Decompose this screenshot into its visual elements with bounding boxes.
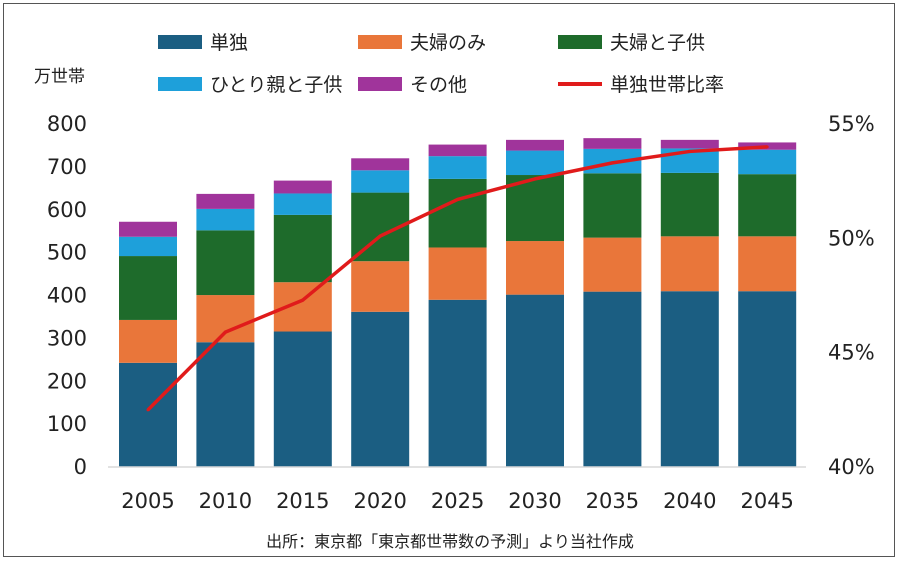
bar-segment-3-2020 [351,170,410,193]
left-tick-label: 200 [47,369,87,393]
bar-segment-0-2030 [506,294,564,467]
bar-segment-2-2025 [428,178,487,248]
bar-segment-1-2040 [660,236,719,292]
bar-segment-1-2045 [738,236,797,292]
legend-label: 単独 [210,32,248,54]
bar-segment-0-2020 [351,311,410,467]
bar-segment-4-2040 [660,139,719,149]
bar-segment-2-2035 [583,173,642,238]
x-tick-label: 2010 [199,489,252,513]
bar-segment-4-2035 [583,138,642,149]
left-tick-label: 0 [74,455,87,479]
bar-segment-4-2010 [196,193,255,209]
source-note: 出所：東京都「東京都世帯数の予測」より当社作成 [266,532,634,551]
bar-segment-4-2030 [506,139,564,151]
bar-segment-0-2040 [660,291,719,467]
legend-swatch [158,35,202,49]
legend-swatch [358,77,402,91]
x-tick-label: 2020 [353,489,406,513]
left-tick-label: 100 [47,412,87,436]
x-tick-label: 2035 [586,489,639,513]
x-tick-label: 2040 [663,489,716,513]
ratio-point [456,197,460,201]
x-axis-ticks: 2005 2010 2015 2020 2025 2030 2035 2040 2045 [121,489,794,513]
x-tick-label: 2045 [740,489,793,513]
bar-segment-4-2005 [119,221,177,237]
x-tick-label: 2030 [508,489,561,513]
x-tick-label: 2025 [431,489,484,513]
ratio-point [146,408,150,412]
bar-segment-2-2010 [196,230,255,296]
right-tick-label: 55% [828,112,875,136]
legend-label: その他 [410,74,467,96]
bar-segment-1-2005 [119,319,177,363]
ratio-point [301,298,305,302]
left-tick-label: 600 [47,198,87,222]
legend-label: ひとり親と子供 [210,74,342,96]
bar-segment-3-2010 [196,208,255,231]
right-y-axis-ticks: 40% 45% 50% 55% [828,112,875,479]
bar-segment-0-2010 [196,342,255,467]
bar-segment-0-2015 [273,331,332,467]
bar-segment-1-2035 [583,237,642,292]
left-tick-label: 800 [47,112,87,136]
legend-swatch [358,35,402,49]
bar-segment-0-2025 [428,299,487,467]
right-tick-label: 45% [828,341,875,365]
bar-segment-2-2045 [738,174,797,237]
bar-segment-1-2025 [428,247,487,300]
bar-segment-3-2025 [428,156,487,179]
bar-segment-0-2005 [119,362,177,467]
x-tick-label: 2005 [121,489,174,513]
bar-segment-0-2035 [583,291,642,467]
bar-segment-4-2025 [428,144,487,157]
left-tick-label: 300 [47,326,87,350]
ratio-point [223,330,227,334]
bar-segment-4-2015 [273,180,332,194]
bar-segment-1-2020 [351,261,410,312]
legend-swatch [558,35,602,49]
stacked-bars [119,138,797,467]
ratio-line-series [146,145,769,412]
bar-segment-2-2005 [119,256,177,320]
left-y-axis-ticks: 0 100 200 300 400 500 600 700 800 [47,112,87,479]
ratio-point [378,234,382,238]
chart-frame [3,3,895,557]
ratio-point [765,145,769,149]
bar-segment-2-2030 [506,175,564,242]
bar-segment-2-2040 [660,172,719,237]
legend-label: 夫婦のみ [410,32,486,54]
bar-segment-2-2015 [273,214,332,283]
right-tick-label: 40% [828,455,875,479]
bar-segment-3-2030 [506,150,564,176]
left-tick-label: 500 [47,241,87,265]
legend-swatch [158,77,202,91]
bar-segment-4-2020 [351,158,410,171]
bar-segment-1-2010 [196,295,255,343]
x-tick-label: 2015 [276,489,329,513]
bar-segment-1-2030 [506,241,564,295]
bar-segment-3-2015 [273,193,332,215]
left-tick-label: 700 [47,155,87,179]
bar-segment-3-2005 [119,236,177,257]
y-axis-unit-label: 万世帯 [34,67,85,87]
right-tick-label: 50% [828,226,875,250]
bar-segment-3-2045 [738,149,797,175]
ratio-point [610,161,614,165]
legend-label: 夫婦と子供 [610,32,705,54]
legend-label: 単独世帯比率 [610,74,724,96]
ratio-point [533,177,537,181]
bar-segment-0-2045 [738,291,797,467]
ratio-point [688,149,692,153]
left-tick-label: 400 [47,284,87,308]
